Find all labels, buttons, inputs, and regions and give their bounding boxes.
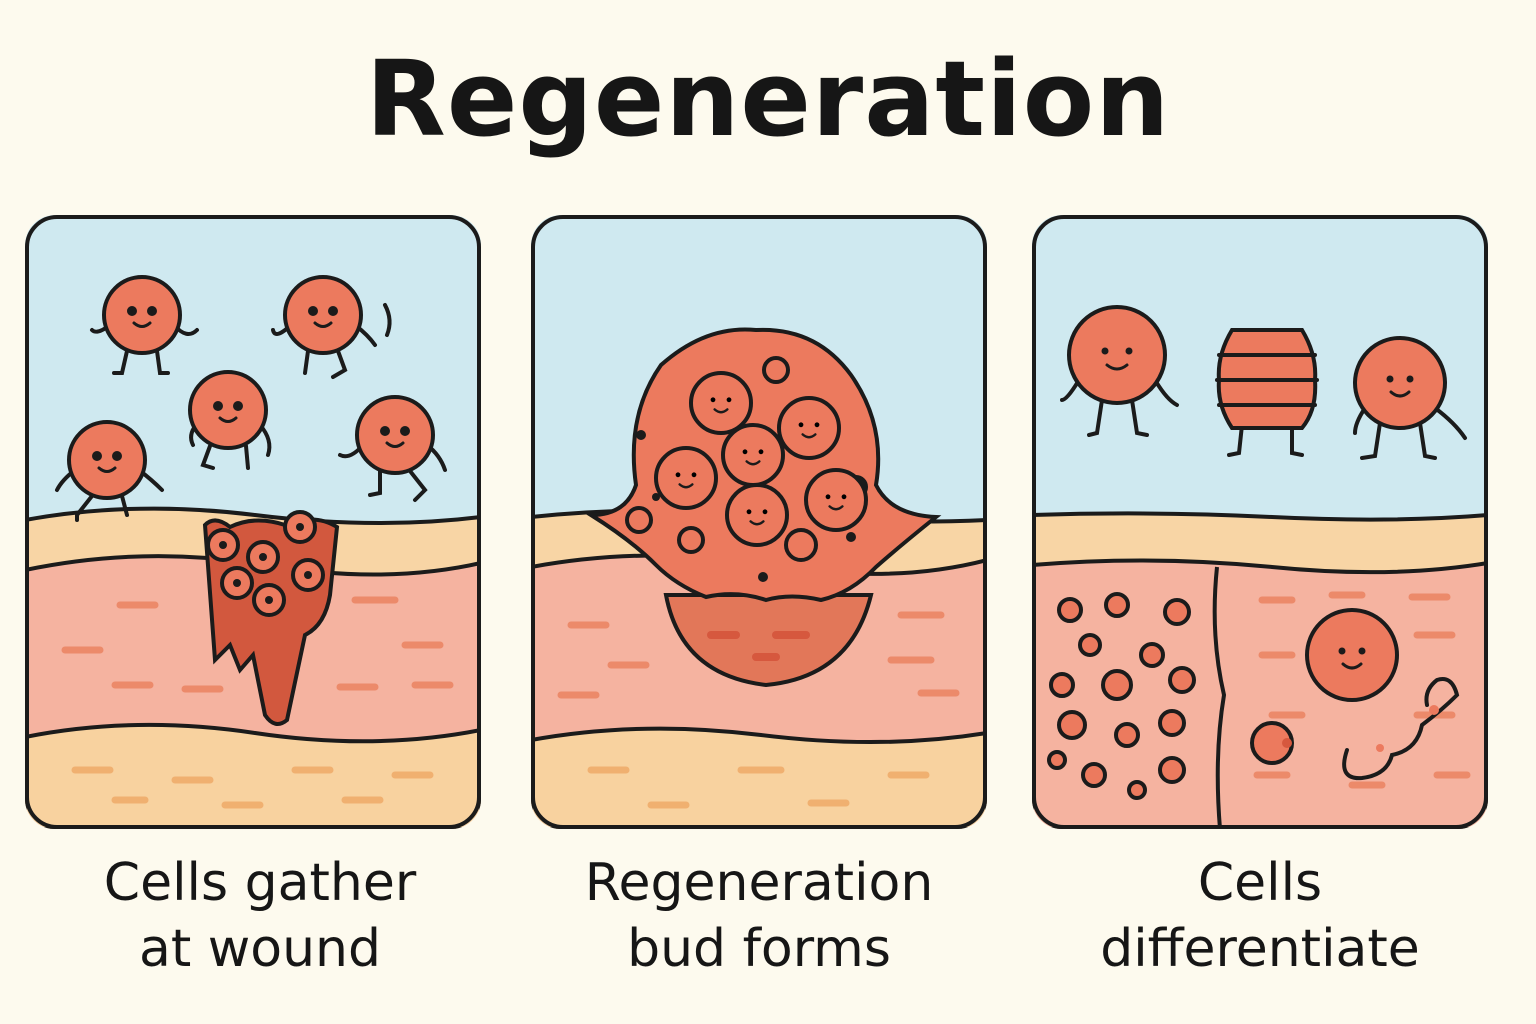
bud-cells xyxy=(654,371,868,547)
caption-line: Regeneration xyxy=(584,853,934,913)
panel-3-illustration xyxy=(1032,215,1488,829)
caption-line: Cells gather xyxy=(103,853,417,913)
wound-cell-nuclei xyxy=(219,523,312,604)
walking-cell xyxy=(1353,336,1467,460)
walking-cell xyxy=(1060,305,1179,437)
muscle-cell xyxy=(1215,328,1319,457)
caption-differentiate: Cells differentiate xyxy=(1020,850,1500,982)
lower-dashes xyxy=(71,766,434,809)
wound-cells xyxy=(206,510,325,617)
nerve-cell xyxy=(1342,677,1460,781)
walking-cell xyxy=(188,370,272,470)
panel-1-illustration xyxy=(25,215,481,829)
caption-cells-gather: Cells gather at wound xyxy=(20,850,500,982)
walking-cell xyxy=(90,275,199,375)
panel-differentiate xyxy=(1032,215,1488,829)
bud-root xyxy=(663,593,874,688)
caption-bud-forms: Regeneration bud forms xyxy=(519,850,999,982)
walking-cell xyxy=(55,420,164,522)
tissue-divider xyxy=(1212,566,1227,829)
caption-line: differentiate xyxy=(1100,919,1420,979)
walking-cell xyxy=(338,395,447,502)
bud-cell-faces xyxy=(675,397,847,526)
page-title: Regeneration xyxy=(365,38,1171,160)
panel-2-illustration xyxy=(531,215,987,829)
caption-line: at wound xyxy=(138,919,382,979)
caption-line: bud forms xyxy=(627,919,891,979)
lower-dashes xyxy=(587,766,930,809)
caption-line: Cells xyxy=(1197,853,1323,913)
bud-root-marks xyxy=(707,631,810,661)
panel-3-frame xyxy=(1032,215,1488,829)
panel-bud-forms xyxy=(531,215,987,829)
lower-layer xyxy=(531,726,987,829)
panel-1-frame xyxy=(25,215,481,829)
dermis-dashes xyxy=(557,611,960,699)
dermis-dashes xyxy=(61,596,454,693)
dermis-dashes xyxy=(1253,591,1471,789)
cell-nucleus xyxy=(1282,738,1292,748)
walking-cell xyxy=(271,275,392,379)
panel-2-frame xyxy=(531,215,987,829)
nerve-dot xyxy=(1429,705,1439,715)
nerve-dot xyxy=(1376,744,1384,752)
panel-cells-gather xyxy=(25,215,481,829)
tissue-cell-face xyxy=(1305,608,1399,702)
